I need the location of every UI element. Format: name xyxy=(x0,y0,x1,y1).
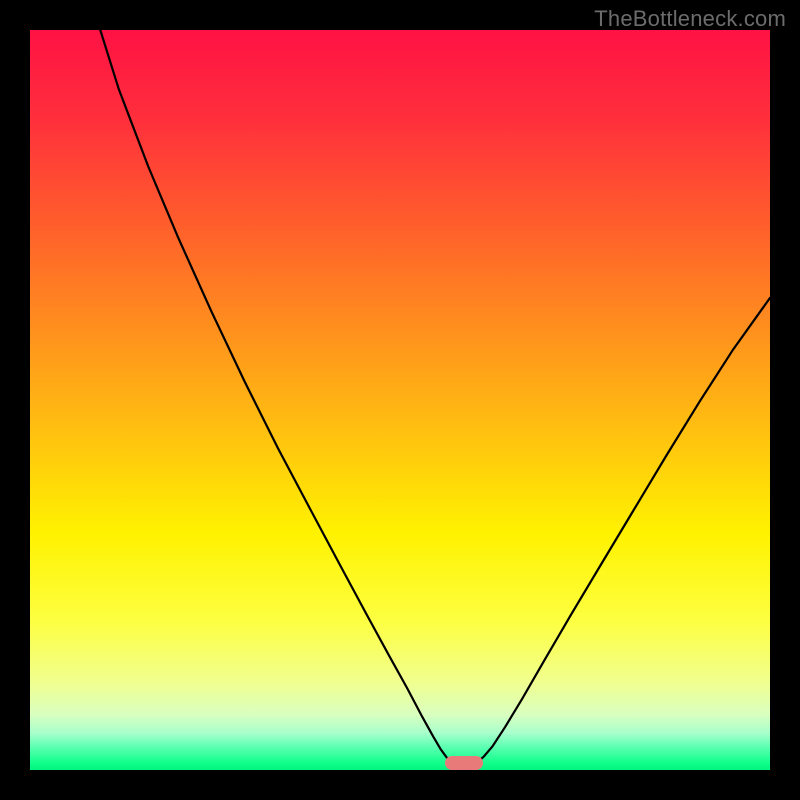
curve-left-branch xyxy=(100,30,452,762)
optimal-marker xyxy=(445,756,483,770)
chart-frame: TheBottleneck.com xyxy=(0,0,800,800)
watermark-text: TheBottleneck.com xyxy=(594,6,786,32)
curve-right-branch xyxy=(478,298,770,762)
plot-area xyxy=(30,30,770,770)
bottleneck-curve xyxy=(30,30,770,770)
